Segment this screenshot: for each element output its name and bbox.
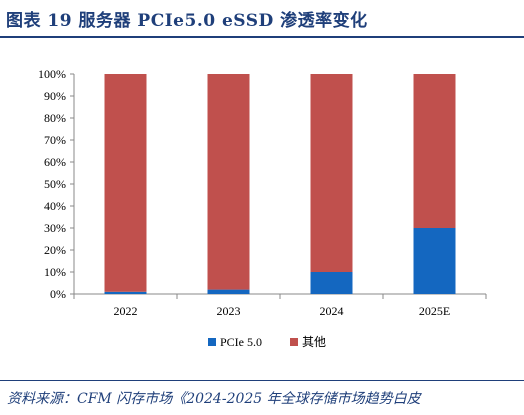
y-tick-label: 80% (44, 111, 66, 125)
y-tick-label: 30% (44, 221, 66, 235)
title-divider (0, 36, 524, 38)
legend-label-pcie5: PCIe 5.0 (220, 335, 262, 349)
bar-segment-pcie5 (104, 291, 147, 294)
y-tick-label: 90% (44, 89, 66, 103)
x-tick-label: 2025E (419, 304, 450, 318)
bar-segment-other (310, 74, 353, 272)
y-tick-label: 0% (50, 287, 66, 301)
x-tick-label: 2022 (114, 304, 138, 318)
bar-segment-other (104, 74, 147, 292)
y-tick-label: 70% (44, 133, 66, 147)
bar-segment-other (207, 74, 250, 290)
y-tick-label: 50% (44, 177, 66, 191)
bar-segment-pcie5 (413, 228, 456, 294)
title-bar: 图表 19 服务器 PCIe5.0 eSSD 渗透率变化 (0, 0, 524, 44)
legend-label-other: 其他 (302, 335, 326, 349)
source-note: 资料来源：CFM 闪存市场《2024-2025 年全球存储市场趋势白皮 (7, 391, 421, 407)
y-tick-label: 100% (38, 67, 66, 81)
y-tick-label: 10% (44, 265, 66, 279)
legend-swatch-other (290, 338, 298, 346)
y-tick-label: 60% (44, 155, 66, 169)
bar-segment-other (413, 74, 456, 228)
legend-swatch-pcie5 (208, 338, 216, 346)
source-divider (0, 380, 524, 381)
stacked-bar-chart: 0% 10% 20% 30% 40% 50% 60% 70% 80% 90% 100% 2022 202… (38, 67, 487, 349)
x-tick-label: 2024 (320, 304, 344, 318)
bar-segment-pcie5 (207, 289, 250, 294)
chart-title: 图表 19 服务器 PCIe5.0 eSSD 渗透率变化 (6, 11, 368, 31)
bar-segment-pcie5 (310, 272, 353, 294)
y-tick-label: 40% (44, 199, 66, 213)
x-tick-label: 2023 (217, 304, 241, 318)
y-tick-label: 20% (44, 243, 66, 257)
